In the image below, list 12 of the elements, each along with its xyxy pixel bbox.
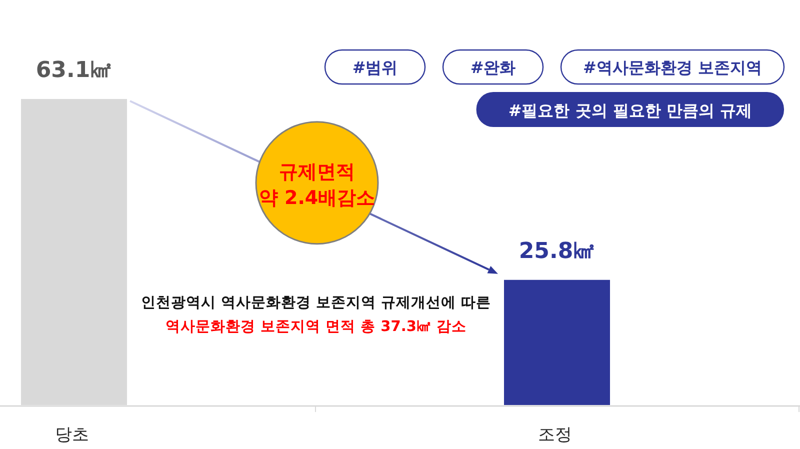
- text: #역사문화환경 보존지역: [583, 58, 762, 77]
- annotation: 인천광역시 역사문화환경 보존지역 규제개선에 따른: [140, 295, 492, 311]
- x-tick-label: 당초: [55, 425, 89, 445]
- annotation: 약 2.4배감소: [258, 186, 376, 209]
- data-label: 63.1㎢: [36, 58, 112, 83]
- annotation: #필요한 곳의 필요한 만큼의 규제: [508, 101, 752, 120]
- text: #범위: [352, 58, 398, 77]
- annotation: 역사문화환경 보존지역 면적 총 37.3㎢ 감소: [165, 319, 467, 335]
- text: #완화: [470, 58, 516, 77]
- data-label: 25.8㎢: [518, 238, 596, 264]
- annotation: 규제면적: [279, 160, 355, 183]
- x-tick-label: 조정: [538, 425, 572, 445]
